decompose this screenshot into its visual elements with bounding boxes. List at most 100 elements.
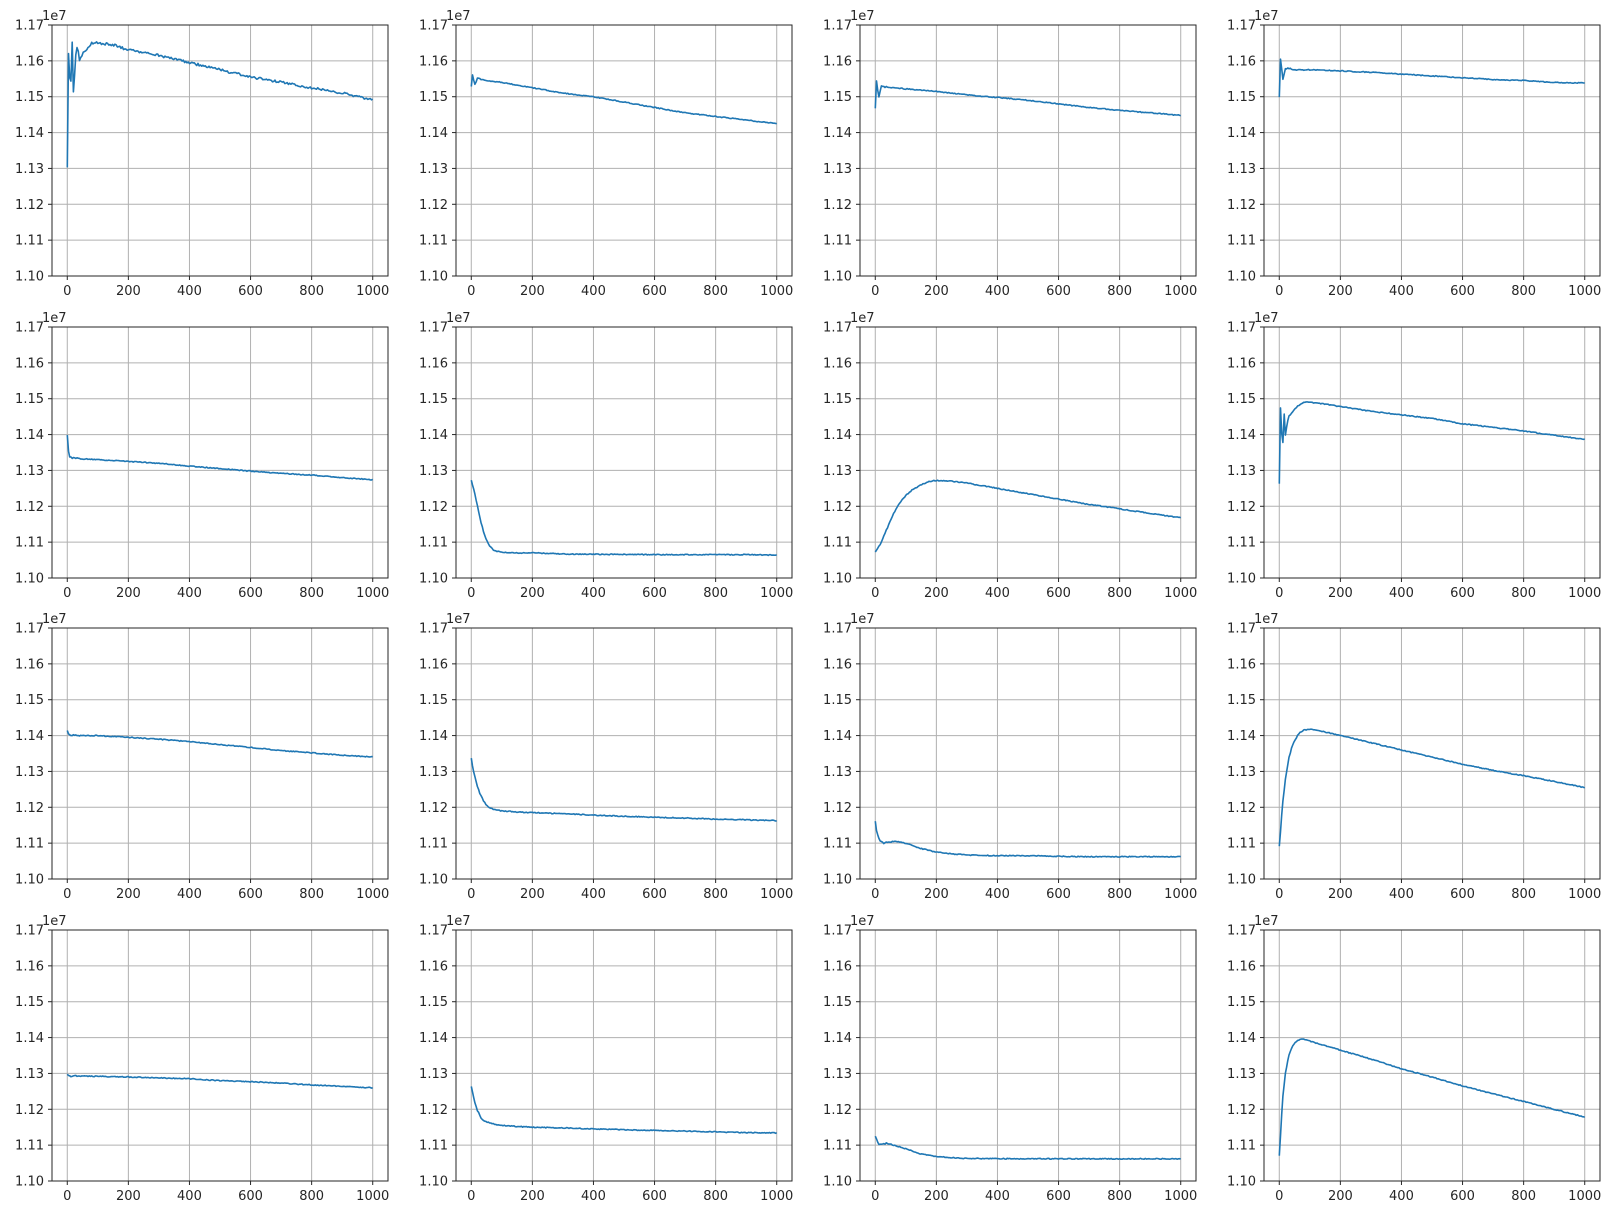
- x-tick-label: 600: [1046, 284, 1071, 299]
- y-offset-label: 1e7: [42, 612, 67, 627]
- y-offset-label: 1e7: [446, 914, 471, 929]
- y-tick-label: 1.12: [1227, 500, 1256, 515]
- x-tick-label: 800: [1511, 887, 1536, 902]
- y-tick-label: 1.13: [419, 464, 448, 479]
- x-tick-label: 400: [985, 284, 1010, 299]
- y-tick-label: 1.13: [823, 1067, 852, 1082]
- y-tick-label: 1.11: [823, 837, 852, 852]
- x-tick-label: 400: [985, 887, 1010, 902]
- series-line: [470, 74, 777, 125]
- x-tick-label: 1000: [760, 887, 793, 902]
- x-tick-label: 1000: [1568, 586, 1601, 601]
- y-offset-label: 1e7: [1254, 311, 1279, 326]
- subplot-14: 0 200 400 600 800 1000 1.10 1.11 1.12 1.13 1.14 1.1…: [419, 914, 793, 1204]
- y-tick-label: 1.15: [823, 693, 852, 708]
- x-tick-label: 0: [1275, 887, 1283, 902]
- y-tick-label: 1.17: [419, 622, 448, 637]
- y-tick-label: 1.17: [823, 19, 852, 34]
- x-tick-label: 0: [871, 586, 879, 601]
- x-tick-label: 400: [177, 887, 202, 902]
- x-tick-label: 400: [1389, 586, 1414, 601]
- y-tick-label: 1.12: [419, 198, 448, 213]
- series-line: [874, 1135, 1181, 1160]
- axes-frame: [859, 929, 1197, 1182]
- y-tick-label: 1.10: [1227, 1175, 1256, 1190]
- x-tick-label: 0: [1275, 586, 1283, 601]
- y-tick-label: 1.16: [15, 54, 44, 69]
- subplot-11: 0 200 400 600 800 1000 1.10 1.11 1.12 1.13 1.14 1.1…: [823, 612, 1197, 902]
- subplot-16: 0 200 400 600 800 1000 1.10 1.11 1.12 1.13 1.14 1.1…: [1227, 914, 1601, 1204]
- x-tick-label: 0: [63, 1189, 71, 1204]
- series-line: [1278, 728, 1586, 847]
- y-tick-label: 1.12: [15, 500, 44, 515]
- axes-frame: [1263, 24, 1601, 277]
- y-tick-label: 1.15: [15, 90, 44, 105]
- y-tick-label: 1.11: [1227, 837, 1256, 852]
- x-tick-label: 400: [581, 887, 606, 902]
- x-tick-label: 200: [520, 1189, 545, 1204]
- x-tick-label: 600: [238, 1189, 263, 1204]
- y-tick-label: 1.12: [15, 801, 44, 816]
- y-offset-label: 1e7: [1254, 914, 1279, 929]
- y-offset-label: 1e7: [446, 612, 471, 627]
- y-tick-label: 1.11: [1227, 234, 1256, 249]
- y-tick-label: 1.16: [823, 54, 852, 69]
- axes-frame: [859, 627, 1197, 880]
- axes-frame: [51, 627, 389, 880]
- y-tick-label: 1.10: [15, 1175, 44, 1190]
- x-tick-label: 600: [642, 284, 667, 299]
- axes-frame: [859, 326, 1197, 579]
- axes-frame: [1263, 326, 1601, 579]
- y-tick-label: 1.14: [419, 428, 448, 443]
- y-tick-label: 1.11: [15, 536, 44, 551]
- x-tick-label: 600: [1450, 1189, 1475, 1204]
- x-tick-label: 0: [467, 887, 475, 902]
- y-tick-label: 1.14: [823, 729, 852, 744]
- x-tick-label: 400: [581, 1189, 606, 1204]
- y-tick-label: 1.14: [823, 126, 852, 141]
- x-tick-label: 800: [703, 887, 728, 902]
- y-tick-label: 1.11: [419, 536, 448, 551]
- x-tick-label: 800: [703, 284, 728, 299]
- y-tick-label: 1.14: [1227, 428, 1256, 443]
- y-tick-label: 1.13: [823, 464, 852, 479]
- y-tick-label: 1.17: [419, 321, 448, 336]
- x-tick-label: 600: [1450, 586, 1475, 601]
- x-tick-label: 0: [1275, 1189, 1283, 1204]
- y-tick-label: 1.14: [15, 1031, 44, 1046]
- x-tick-label: 600: [1046, 1189, 1071, 1204]
- x-tick-label: 600: [642, 1189, 667, 1204]
- x-tick-label: 800: [1107, 887, 1132, 902]
- axes-frame: [1263, 929, 1601, 1182]
- y-tick-label: 1.11: [1227, 536, 1256, 551]
- x-tick-label: 200: [924, 586, 949, 601]
- y-tick-label: 1.16: [823, 356, 852, 371]
- y-tick-label: 1.15: [1227, 90, 1256, 105]
- x-tick-label: 1000: [1164, 284, 1197, 299]
- y-offset-label: 1e7: [446, 9, 471, 24]
- y-tick-label: 1.14: [1227, 1031, 1256, 1046]
- y-tick-label: 1.17: [15, 321, 44, 336]
- x-tick-label: 800: [299, 586, 324, 601]
- x-tick-label: 0: [63, 284, 71, 299]
- y-tick-label: 1.13: [15, 765, 44, 780]
- axes-frame: [1263, 627, 1601, 880]
- series-line: [470, 757, 777, 822]
- x-tick-label: 0: [871, 887, 879, 902]
- y-offset-label: 1e7: [850, 612, 875, 627]
- subplot-13: 0 200 400 600 800 1000 1.10 1.11 1.12 1.13 1.14 1.1…: [15, 914, 389, 1204]
- y-tick-label: 1.17: [15, 924, 44, 939]
- y-tick-label: 1.14: [1227, 729, 1256, 744]
- x-tick-label: 600: [642, 887, 667, 902]
- y-tick-label: 1.15: [15, 693, 44, 708]
- y-tick-label: 1.13: [15, 1067, 44, 1082]
- x-tick-label: 0: [467, 1189, 475, 1204]
- x-tick-label: 0: [63, 586, 71, 601]
- x-tick-label: 1000: [760, 1189, 793, 1204]
- y-tick-label: 1.15: [15, 995, 44, 1010]
- y-tick-label: 1.11: [419, 837, 448, 852]
- subplot-10: 0 200 400 600 800 1000 1.10 1.11 1.12 1.13 1.14 1.1…: [419, 612, 793, 902]
- x-tick-label: 0: [871, 284, 879, 299]
- x-tick-label: 400: [177, 284, 202, 299]
